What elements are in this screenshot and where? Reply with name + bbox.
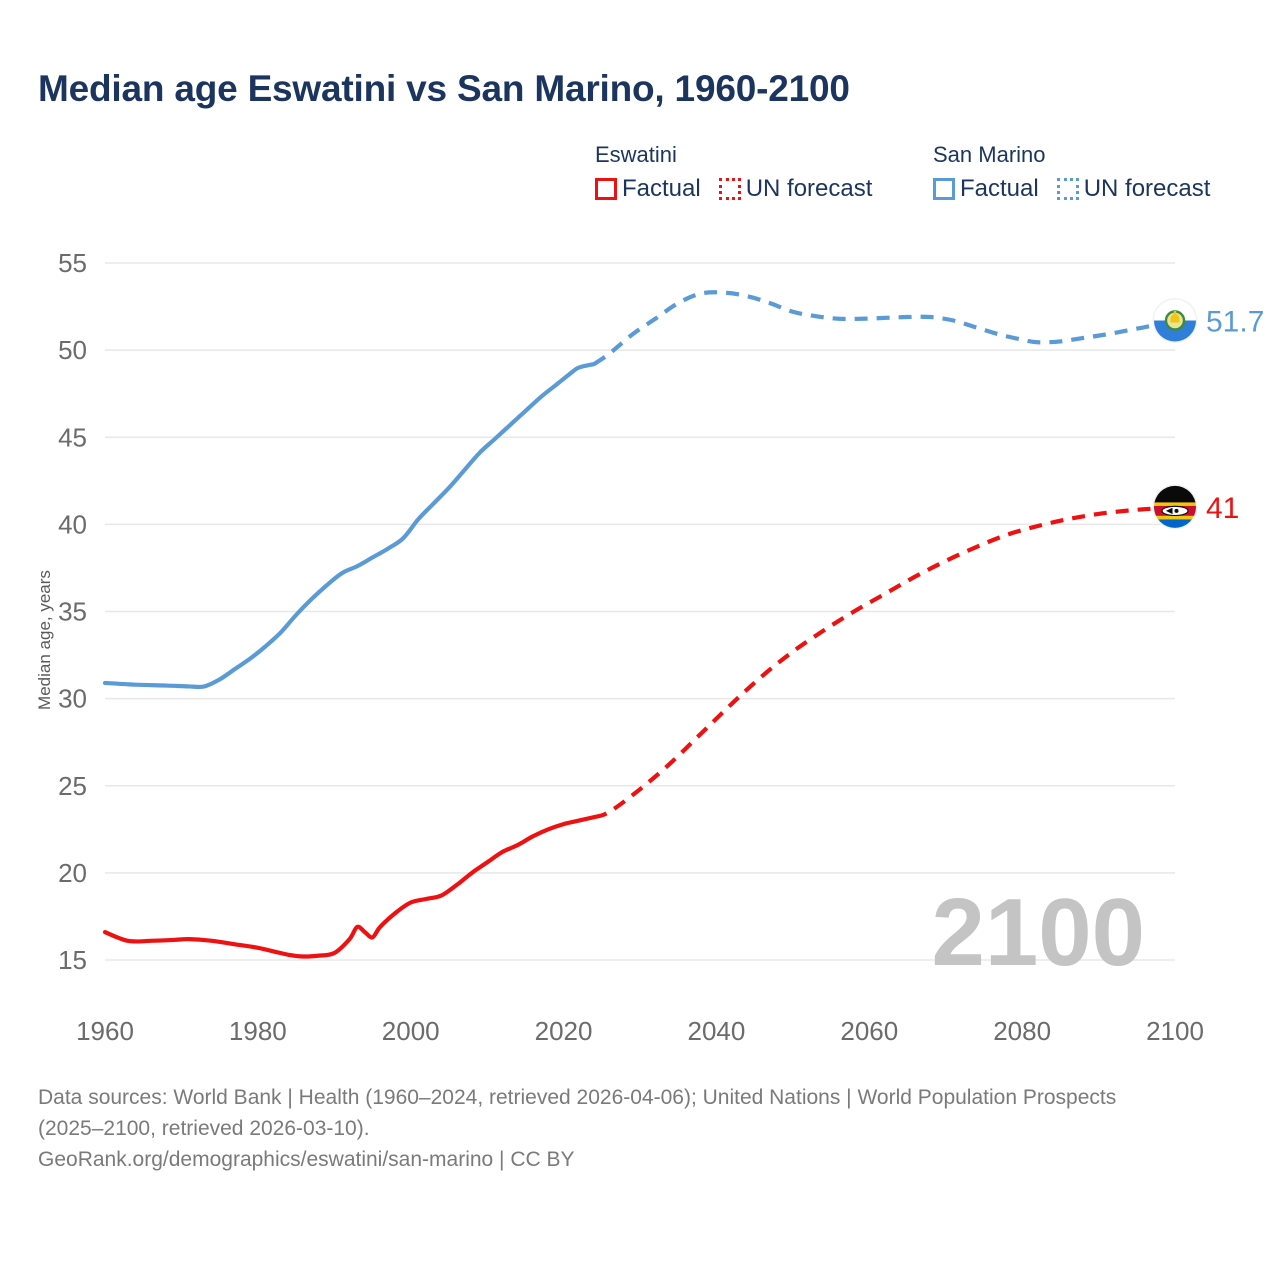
x-tick-label: 2060 [840, 1016, 898, 1046]
y-tick-label: 35 [58, 597, 87, 627]
eswatini-forecast-line [593, 504, 1176, 820]
page-title: Median age Eswatini vs San Marino, 1960-… [38, 68, 850, 109]
legend-item-label: Factual [622, 175, 701, 202]
dotted-square-icon [718, 178, 741, 200]
y-tick-label: 25 [58, 771, 87, 801]
chart-gridlines [105, 262, 1175, 961]
legend-group-title: San Marino [933, 142, 1046, 167]
x-tick-label: 2020 [535, 1016, 593, 1046]
x-tick-label: 1960 [76, 1016, 134, 1046]
eswatini-end-value: 41 [1206, 492, 1239, 525]
y-tick-label: 55 [58, 248, 87, 278]
y-axis-title: Median age, years [35, 570, 54, 710]
x-tick-label: 2000 [382, 1016, 440, 1046]
legend-item-label: Factual [960, 175, 1039, 202]
san-marino-end-value: 51.7 [1206, 306, 1264, 339]
y-tick-label: 45 [58, 422, 87, 452]
y-tick-label: 50 [58, 335, 87, 365]
series-san-marino [102, 290, 1176, 690]
solid-square-icon [933, 178, 955, 200]
footer-attribution: GeoRank.org/demographics/eswatini/san-ma… [38, 1147, 575, 1171]
eswatini-flag-marker [1152, 484, 1198, 530]
y-tick-label: 30 [58, 684, 87, 714]
y-tick-label: 20 [58, 858, 87, 888]
legend-item-san-marino-forecast[interactable]: UN forecast [1056, 175, 1211, 203]
chart-legend: Eswatini Factual UN forecast San Marino … [595, 142, 1255, 220]
san-marino-forecast-line [592, 290, 1176, 366]
solid-square-icon [595, 178, 617, 200]
dotted-square-icon [1056, 178, 1079, 200]
legend-item-eswatini-forecast[interactable]: UN forecast [718, 175, 873, 203]
y-tick-label: 40 [58, 509, 87, 539]
legend-group-san-marino: San Marino Factual UN forecast [933, 142, 1210, 203]
footer: Data sources: World Bank | Health (1960–… [38, 1083, 1198, 1176]
year-watermark: 2100 [931, 879, 1145, 986]
x-tick-label: 2100 [1146, 1016, 1204, 1046]
x-tick-label: 1980 [229, 1016, 287, 1046]
legend-item-label: UN forecast [1083, 175, 1211, 202]
y-axis-tick-labels: 15 20 25 30 35 40 45 50 55 [58, 248, 87, 975]
series-eswatini [102, 504, 1176, 959]
legend-item-label: UN forecast [745, 175, 873, 202]
y-tick-label: 15 [58, 945, 87, 975]
footer-data-sources: Data sources: World Bank | Health (1960–… [38, 1086, 1117, 1140]
legend-item-san-marino-factual[interactable]: Factual [933, 175, 1039, 203]
x-tick-label: 2040 [688, 1016, 746, 1046]
legend-group-eswatini: Eswatini Factual UN forecast [595, 142, 872, 203]
san-marino-factual-line [102, 361, 597, 690]
legend-group-title: Eswatini [595, 142, 677, 167]
legend-item-eswatini-factual[interactable]: Factual [595, 175, 701, 203]
x-axis-tick-labels: 1960 1980 2000 2020 2040 2060 2080 2100 [76, 1016, 1204, 1046]
eswatini-factual-line [102, 815, 597, 959]
x-tick-label: 2080 [993, 1016, 1051, 1046]
san-marino-flag-marker [1152, 298, 1198, 343]
